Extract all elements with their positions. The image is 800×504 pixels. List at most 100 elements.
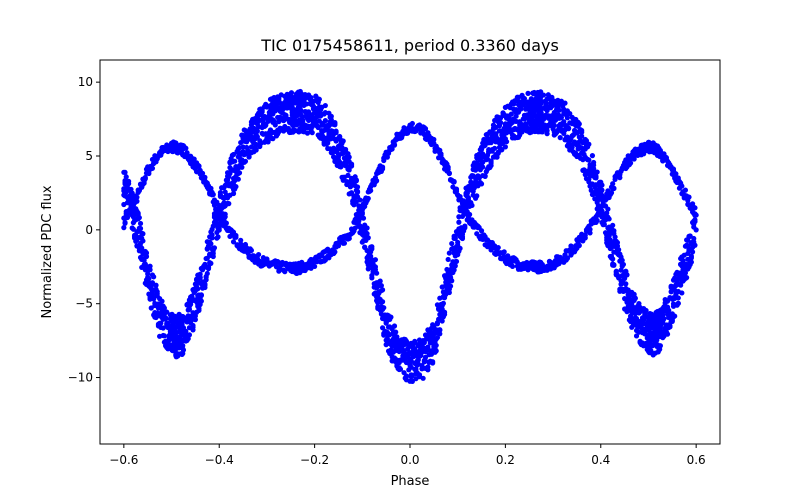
data-point: [433, 348, 439, 354]
data-point: [478, 228, 485, 234]
y-tick-label: −5: [75, 297, 93, 311]
data-point: [374, 178, 380, 184]
data-point: [298, 107, 304, 113]
data-point: [265, 139, 271, 145]
data-point: [457, 245, 463, 251]
data-points: [121, 88, 699, 384]
data-point: [124, 214, 131, 220]
data-point: [480, 159, 486, 165]
data-point: [198, 292, 204, 299]
data-point: [208, 185, 214, 192]
plot-frame: [99, 59, 721, 445]
data-point: [608, 190, 615, 196]
data-point: [164, 309, 170, 315]
data-point: [682, 187, 689, 193]
data-point: [587, 226, 593, 232]
data-point: [316, 96, 322, 102]
data-point: [270, 136, 276, 142]
chart-title: TIC 0175458611, period 0.3360 days: [260, 36, 559, 55]
x-tick-label: −0.6: [109, 453, 138, 467]
data-point: [146, 276, 152, 282]
data-point: [226, 201, 232, 207]
data-point: [556, 107, 562, 113]
data-point: [606, 216, 612, 222]
data-point: [612, 234, 618, 240]
y-tick-label: −10: [68, 371, 93, 385]
data-point: [282, 269, 288, 275]
data-point: [306, 109, 312, 115]
data-point: [687, 233, 693, 239]
data-point: [684, 275, 690, 281]
y-tick-label: 10: [78, 75, 93, 89]
data-point: [345, 172, 351, 178]
y-axis-ticks: 10 5 0 −5 −10: [68, 75, 100, 385]
data-point: [322, 102, 328, 109]
data-point: [403, 373, 410, 379]
data-point: [126, 181, 132, 187]
data-point: [664, 331, 671, 337]
data-point: [449, 240, 455, 247]
data-point: [202, 284, 208, 291]
data-point: [198, 298, 204, 304]
data-point: [509, 263, 516, 270]
data-point: [495, 244, 501, 251]
data-point: [129, 190, 135, 196]
data-point: [594, 217, 600, 224]
data-point: [397, 366, 404, 372]
data-point: [502, 144, 508, 150]
data-point: [613, 268, 619, 274]
data-point: [582, 232, 588, 238]
data-point: [322, 118, 328, 124]
data-point: [679, 183, 685, 189]
data-point: [499, 147, 505, 153]
data-point: [354, 189, 361, 195]
data-point: [599, 192, 605, 199]
data-point: [272, 122, 278, 128]
data-point: [199, 170, 206, 176]
data-point: [379, 166, 386, 172]
data-point: [149, 165, 156, 171]
data-point: [393, 329, 399, 335]
data-point: [210, 191, 216, 198]
data-point: [346, 235, 352, 241]
data-point: [440, 300, 446, 306]
data-point: [377, 278, 383, 284]
data-point: [151, 274, 157, 280]
data-point: [633, 333, 640, 339]
data-point: [236, 170, 243, 176]
data-point: [679, 290, 685, 296]
data-point: [391, 142, 398, 148]
data-point: [204, 270, 210, 277]
data-point: [599, 187, 605, 193]
data-point: [153, 282, 159, 288]
data-point: [222, 214, 228, 220]
data-point: [190, 327, 196, 333]
data-point: [437, 327, 443, 333]
data-point: [354, 184, 361, 190]
data-point: [254, 134, 260, 140]
data-point: [579, 133, 585, 139]
data-point: [692, 218, 698, 225]
data-point: [214, 206, 220, 212]
data-point: [378, 282, 384, 289]
data-point: [162, 316, 169, 322]
data-point: [215, 234, 221, 240]
data-point: [409, 120, 415, 127]
data-point: [211, 245, 218, 251]
data-point: [197, 271, 203, 277]
data-point: [675, 295, 681, 301]
data-point: [208, 260, 214, 266]
data-point: [453, 258, 460, 265]
data-point: [693, 227, 699, 233]
data-point: [255, 251, 262, 258]
data-point: [416, 372, 423, 378]
data-point: [140, 231, 146, 237]
data-point: [666, 307, 672, 313]
data-point: [134, 198, 140, 204]
data-point: [488, 162, 494, 169]
data-point: [122, 220, 128, 226]
data-point: [462, 206, 468, 212]
data-point: [189, 293, 195, 299]
data-point: [389, 146, 395, 152]
data-point: [122, 169, 128, 175]
